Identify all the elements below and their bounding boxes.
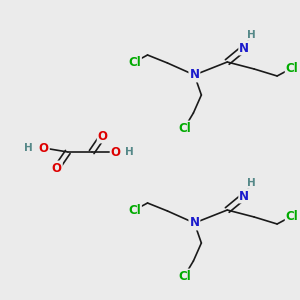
Text: N: N [189,217,200,230]
Text: H: H [247,178,256,188]
Text: H: H [125,147,134,157]
Text: O: O [111,146,121,158]
Text: O: O [98,130,108,142]
Text: N: N [239,41,249,55]
Text: H: H [247,30,256,40]
Text: Cl: Cl [178,122,191,134]
Text: Cl: Cl [178,269,191,283]
Text: Cl: Cl [286,209,298,223]
Text: N: N [189,68,200,82]
Text: Cl: Cl [128,56,141,68]
Text: O: O [52,161,62,175]
Text: H: H [23,143,32,153]
Text: O: O [39,142,49,154]
Text: N: N [239,190,249,202]
Text: Cl: Cl [128,203,141,217]
Text: Cl: Cl [286,61,298,74]
